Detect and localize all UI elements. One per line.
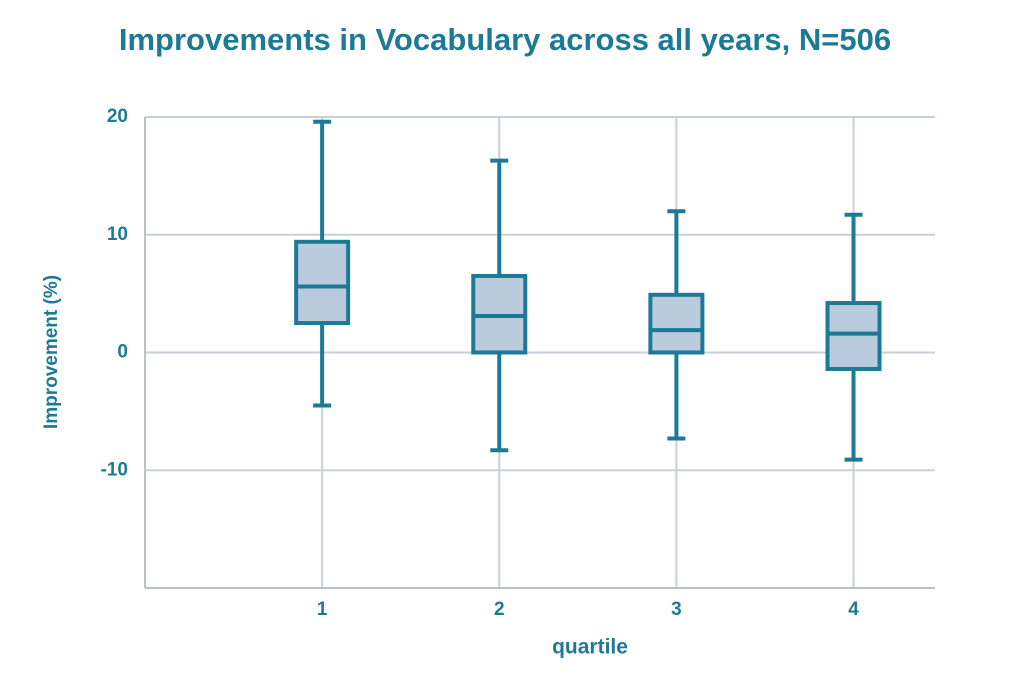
y-axis-label: Improvement (%): [41, 275, 62, 429]
y-tick-label: 0: [117, 342, 128, 363]
grid: [145, 116, 935, 588]
y-tick-label: 10: [107, 224, 128, 245]
x-tick-label: 1: [317, 599, 328, 620]
y-tick-label: 20: [107, 106, 128, 127]
chart-title: Improvements in Vocabulary across all ye…: [119, 22, 891, 57]
x-tick-label: 4: [848, 599, 859, 620]
x-axis-label: quartile: [552, 636, 628, 659]
box: [648, 292, 705, 355]
x-tick-label: 2: [494, 599, 505, 620]
x-tick-label: 3: [671, 599, 682, 620]
box: [294, 239, 351, 326]
box: [825, 301, 882, 371]
y-tick-label: -10: [101, 459, 128, 480]
